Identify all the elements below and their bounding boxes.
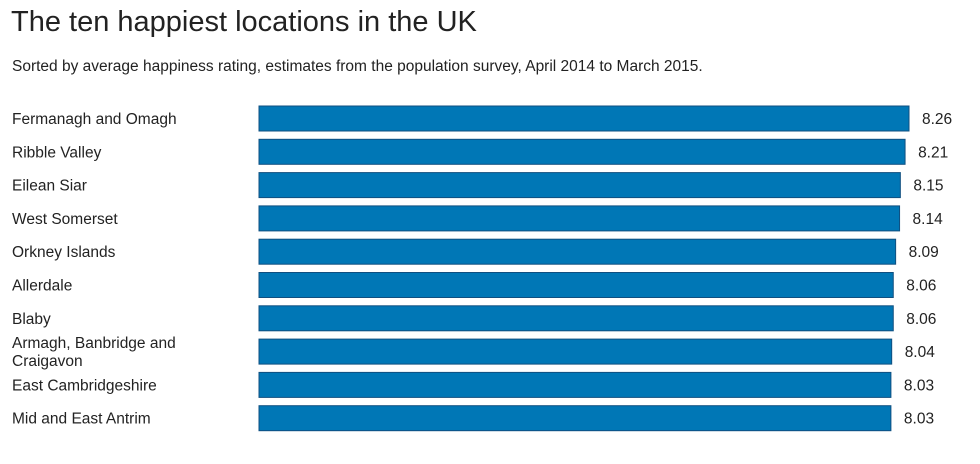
bar	[258, 105, 910, 132]
category-label: Ribble Valley	[12, 144, 102, 161]
value-label: 8.03	[904, 377, 934, 394]
value-label: 8.15	[913, 178, 943, 195]
category-label: Eilean Siar	[12, 178, 87, 195]
bar	[258, 305, 894, 332]
value-label: 8.26	[922, 111, 952, 128]
category-label: Allerdale	[12, 278, 72, 295]
chart-title: The ten happiest locations in the UK	[11, 6, 477, 38]
bar-chart: 8.26 Fermanagh and Omagh 8.21 Ribble Valley…	[12, 105, 952, 432]
bar	[258, 272, 894, 298]
category-label: East Cambridgeshire	[12, 377, 157, 394]
value-label: 8.06	[906, 311, 936, 328]
category-label: Orkney Islands	[12, 244, 116, 261]
chart-subtitle: Sorted by average happiness rating, esti…	[12, 58, 703, 75]
value-label: 8.09	[909, 244, 939, 261]
bar	[258, 138, 906, 165]
value-label: 8.03	[904, 411, 934, 428]
bar	[258, 238, 897, 265]
bar	[258, 205, 901, 232]
category-label: Blaby	[12, 311, 51, 328]
category-label: West Somerset	[12, 211, 118, 228]
value-label: 8.14	[913, 211, 944, 228]
bar	[258, 338, 893, 365]
category-label: Armagh, Banbridge and Craigavon	[12, 335, 176, 370]
value-label: 8.06	[906, 278, 936, 295]
category-label: Mid and East Antrim	[12, 411, 151, 428]
value-label: 8.21	[918, 144, 948, 161]
value-label: 8.04	[905, 344, 936, 361]
category-label: Fermanagh and Omagh	[12, 111, 177, 128]
bar	[258, 371, 892, 398]
bar	[258, 172, 901, 199]
bar	[258, 405, 892, 432]
